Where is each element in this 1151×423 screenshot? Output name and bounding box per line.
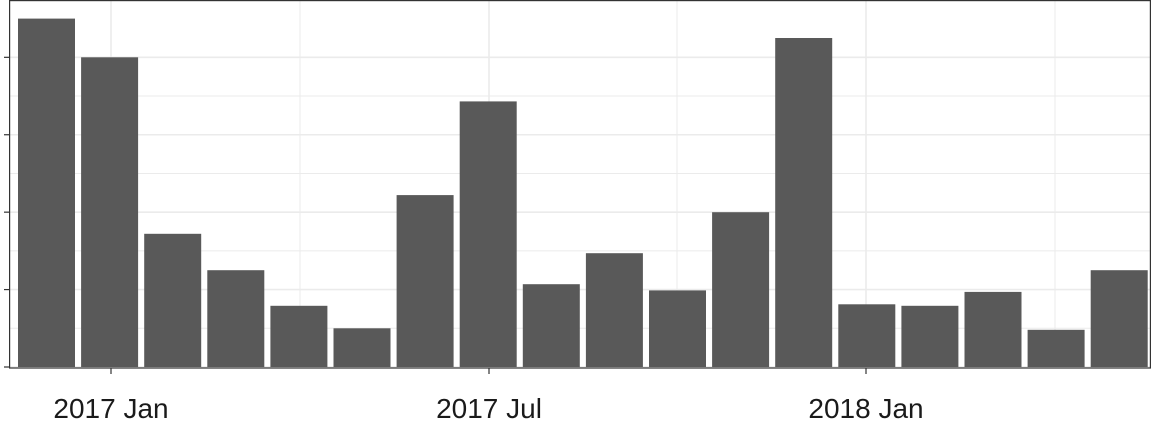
bar	[1090, 270, 1148, 367]
bar	[649, 290, 706, 367]
bar	[838, 304, 896, 367]
bars-group	[18, 18, 1148, 368]
y-axis	[4, 56, 9, 368]
bar	[270, 305, 328, 367]
panel-border	[9, 0, 1151, 369]
bar	[901, 305, 959, 367]
bar	[712, 212, 770, 367]
bar	[775, 38, 833, 367]
bar	[81, 57, 139, 368]
bar	[144, 233, 202, 367]
x-tick-label: 2017 Jan	[53, 393, 168, 423]
bar	[18, 18, 75, 367]
bar	[207, 270, 265, 367]
bar	[333, 328, 391, 367]
bar	[1027, 329, 1085, 367]
bar	[459, 101, 517, 368]
bar	[396, 195, 454, 367]
x-tick-label: 2018 Jan	[808, 393, 923, 423]
x-tick-label: 2017 Jul	[436, 393, 542, 423]
bar	[964, 291, 1022, 367]
x-axis: 2017 Jan 2017 Jul 2018 Jan	[53, 368, 924, 423]
bar	[585, 253, 643, 367]
bar	[522, 284, 580, 367]
